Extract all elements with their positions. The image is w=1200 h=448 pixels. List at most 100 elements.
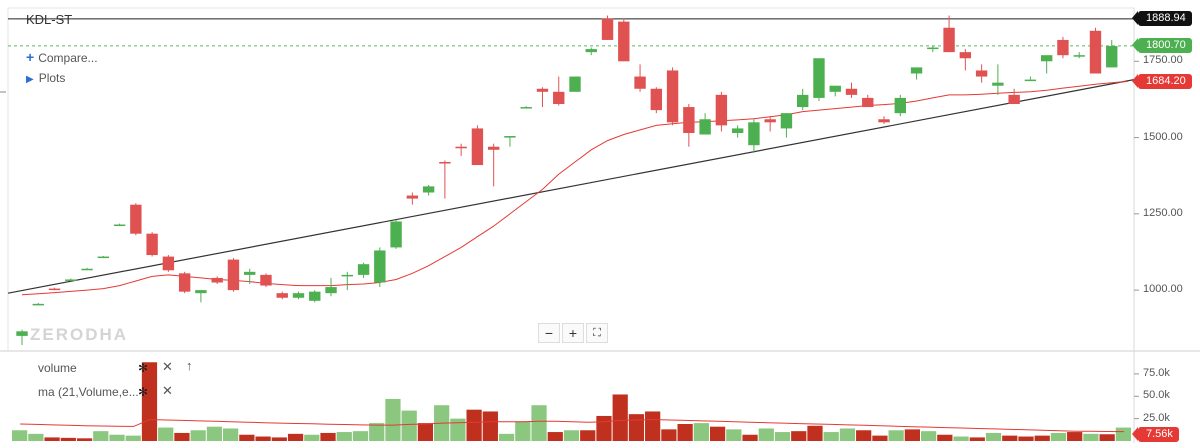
ma-study-label: ma (21,Volume,e... xyxy=(38,385,139,399)
candle-body xyxy=(195,290,207,294)
high-price-tag: 1888.94 xyxy=(1132,11,1192,27)
zoom-in-button[interactable]: + xyxy=(562,323,584,343)
candle-body xyxy=(748,122,760,146)
triangle-right-icon: ▶ xyxy=(26,74,34,85)
volume-bar xyxy=(937,434,953,441)
plots-toggle[interactable]: ▶ Plots xyxy=(26,71,65,85)
candle-body xyxy=(48,288,61,291)
plus-icon: + xyxy=(26,49,35,65)
ma-price-tag: 1684.20 xyxy=(1132,73,1192,89)
volume-bar xyxy=(1067,432,1083,441)
volume-bar xyxy=(76,438,93,441)
volume-bar xyxy=(888,430,904,441)
volume-bar xyxy=(369,423,385,441)
candle-body xyxy=(471,128,484,166)
gear-icon[interactable]: ✻ xyxy=(137,361,149,375)
volume-bar xyxy=(758,428,774,441)
volume-bar xyxy=(920,431,937,441)
volume-bar xyxy=(1083,433,1099,441)
close-icon[interactable]: ✕ xyxy=(162,359,173,374)
candle-body xyxy=(1057,39,1069,56)
price-tick-label: 1750.00 xyxy=(1143,54,1183,67)
volume-bar xyxy=(304,434,320,441)
candle-body xyxy=(162,256,175,271)
volume-bar xyxy=(645,411,661,441)
candle-body xyxy=(244,271,256,275)
candle-body xyxy=(553,91,565,105)
candle-body xyxy=(764,119,776,123)
candle-body xyxy=(325,287,337,294)
candle-body xyxy=(943,27,955,53)
candle-body xyxy=(146,233,158,256)
price-tick-label: 1250.00 xyxy=(1143,206,1183,219)
moving-average-line xyxy=(21,80,1129,296)
candle-body xyxy=(260,274,272,286)
candle-body xyxy=(927,47,939,50)
volume-study-label: volume xyxy=(38,361,77,375)
candle-body xyxy=(439,161,451,164)
volume-bar xyxy=(742,434,758,441)
volume-bar xyxy=(1018,436,1034,441)
candle-body xyxy=(276,293,288,298)
volume-bar xyxy=(466,409,482,441)
candle-body xyxy=(81,268,93,271)
candle-body xyxy=(113,224,126,227)
price-tick-label: 1000.00 xyxy=(1143,283,1183,296)
volume-bar xyxy=(807,425,823,441)
volume-bar xyxy=(856,430,872,441)
candle-body xyxy=(487,146,500,150)
last-price-tag: 1800.70 xyxy=(1132,38,1192,54)
gear-icon[interactable]: ✻ xyxy=(137,385,149,399)
volume-ma-line xyxy=(20,418,1124,433)
volume-bar xyxy=(44,437,60,441)
candle-body xyxy=(845,88,858,95)
candle-body xyxy=(520,107,532,109)
candle-body xyxy=(357,264,370,275)
zoom-out-button[interactable]: − xyxy=(538,323,560,343)
volume-bar xyxy=(287,433,304,441)
candle-body xyxy=(780,113,793,129)
candle-body xyxy=(227,259,240,291)
volume-bar xyxy=(28,433,44,441)
candle-body xyxy=(211,277,223,283)
candle-body xyxy=(504,136,516,138)
volume-bar xyxy=(1115,427,1131,441)
compare-label: Compare... xyxy=(38,51,98,65)
price-tick-label: 1500.00 xyxy=(1143,130,1183,143)
candle-body xyxy=(1106,46,1118,68)
candle-body xyxy=(1024,79,1037,82)
volume-bar xyxy=(109,434,125,441)
fit-screen-button[interactable]: ⛶ xyxy=(586,323,608,343)
candle-body xyxy=(666,70,679,123)
volume-bar xyxy=(482,411,498,441)
candle-body xyxy=(601,18,614,40)
candle-body xyxy=(309,291,321,301)
candle-body xyxy=(341,274,353,277)
trendline xyxy=(7,79,1135,294)
candle-body xyxy=(406,195,419,199)
candle-body xyxy=(813,58,825,98)
candle-body xyxy=(455,146,467,149)
volume-bar xyxy=(60,437,76,441)
close-icon[interactable]: ✕ xyxy=(162,383,173,398)
symbol-label[interactable]: KDL-ST xyxy=(26,12,73,27)
candle-body xyxy=(569,76,581,92)
volume-bar xyxy=(352,431,369,441)
volume-bar xyxy=(190,430,206,441)
candle-body xyxy=(959,52,972,59)
candle-body xyxy=(862,97,874,108)
volume-bar xyxy=(677,424,693,441)
plus-icon: + xyxy=(568,325,578,341)
candle-body xyxy=(178,273,191,292)
volume-bar xyxy=(515,421,531,441)
volume-bar xyxy=(596,415,612,441)
compare-button[interactable]: + Compare... xyxy=(26,49,98,65)
volume-bar xyxy=(872,435,888,441)
plots-label: Plots xyxy=(38,71,66,85)
volume-bar xyxy=(206,426,223,441)
volume-bar xyxy=(93,431,109,441)
volume-bar xyxy=(12,430,28,441)
arrow-up-icon[interactable]: ↑ xyxy=(186,358,193,373)
